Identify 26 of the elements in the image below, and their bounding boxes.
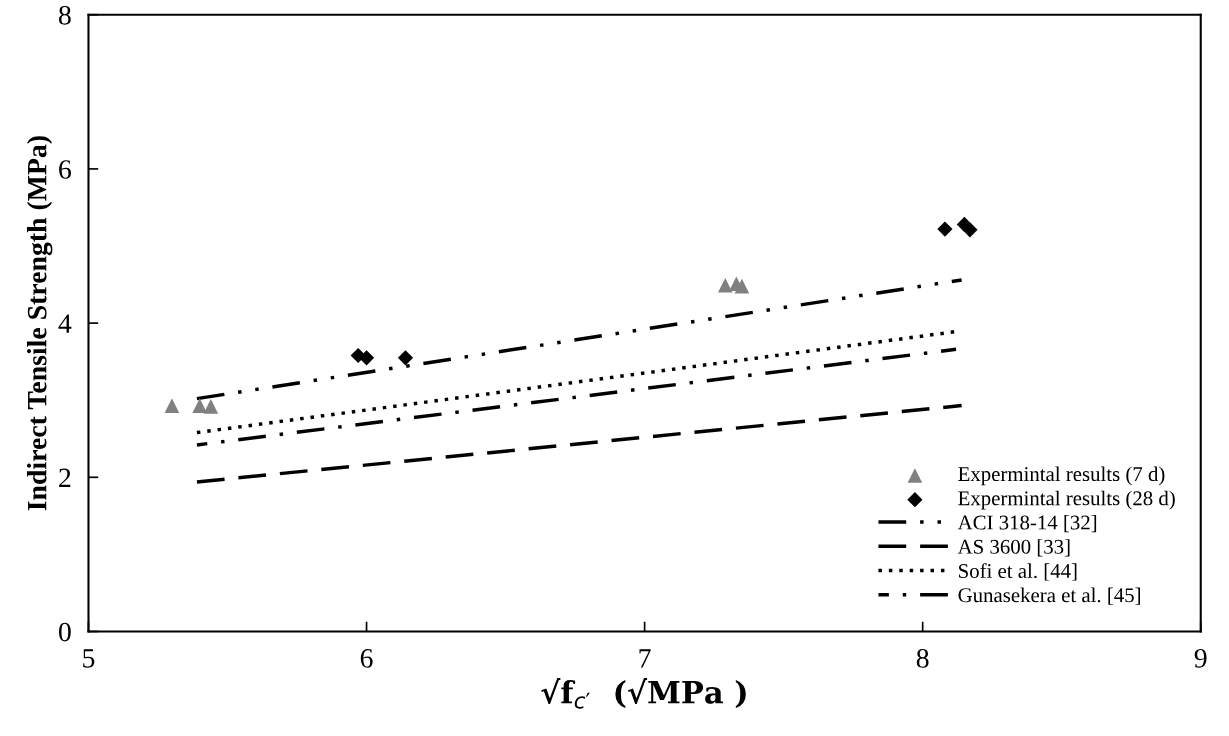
- x-tick-label: 7: [639, 649, 651, 668]
- x-tick-label: 6: [360, 649, 373, 668]
- point: [717, 278, 733, 293]
- x-tick-label: 8: [916, 648, 929, 668]
- x-tick-label: 5: [83, 649, 95, 668]
- legend-label: Expermintal results (28 d): [958, 490, 1175, 510]
- legend-label: Expermintal results (7 d): [958, 466, 1165, 486]
- point: [962, 222, 978, 238]
- legend-label: Sofi et al. [44]: [959, 563, 1077, 581]
- y-tick-label: 4: [58, 314, 72, 333]
- y-tick-label: 8: [58, 5, 71, 25]
- x-axis-title: √f$_{c′}$ (√MPa ): [541, 678, 746, 709]
- legend-label: ACI 318-14 [32]: [957, 514, 1097, 533]
- point: [937, 221, 953, 237]
- point: [397, 350, 414, 366]
- point: [203, 399, 219, 414]
- legend-label: AS 3600 [33]: [957, 539, 1070, 557]
- point: [164, 398, 180, 413]
- point: [192, 398, 207, 413]
- y-tick-label: 2: [59, 468, 71, 487]
- y-tick-label: 6: [59, 160, 71, 179]
- x-tick-label: 9: [1194, 649, 1207, 668]
- point: [734, 278, 750, 294]
- y-axis-title: Indirect Tensile Strength (MPa): [26, 136, 53, 511]
- y-tick-label: 0: [58, 622, 71, 642]
- legend-label: Gunasekera et al. [45]: [958, 587, 1141, 605]
